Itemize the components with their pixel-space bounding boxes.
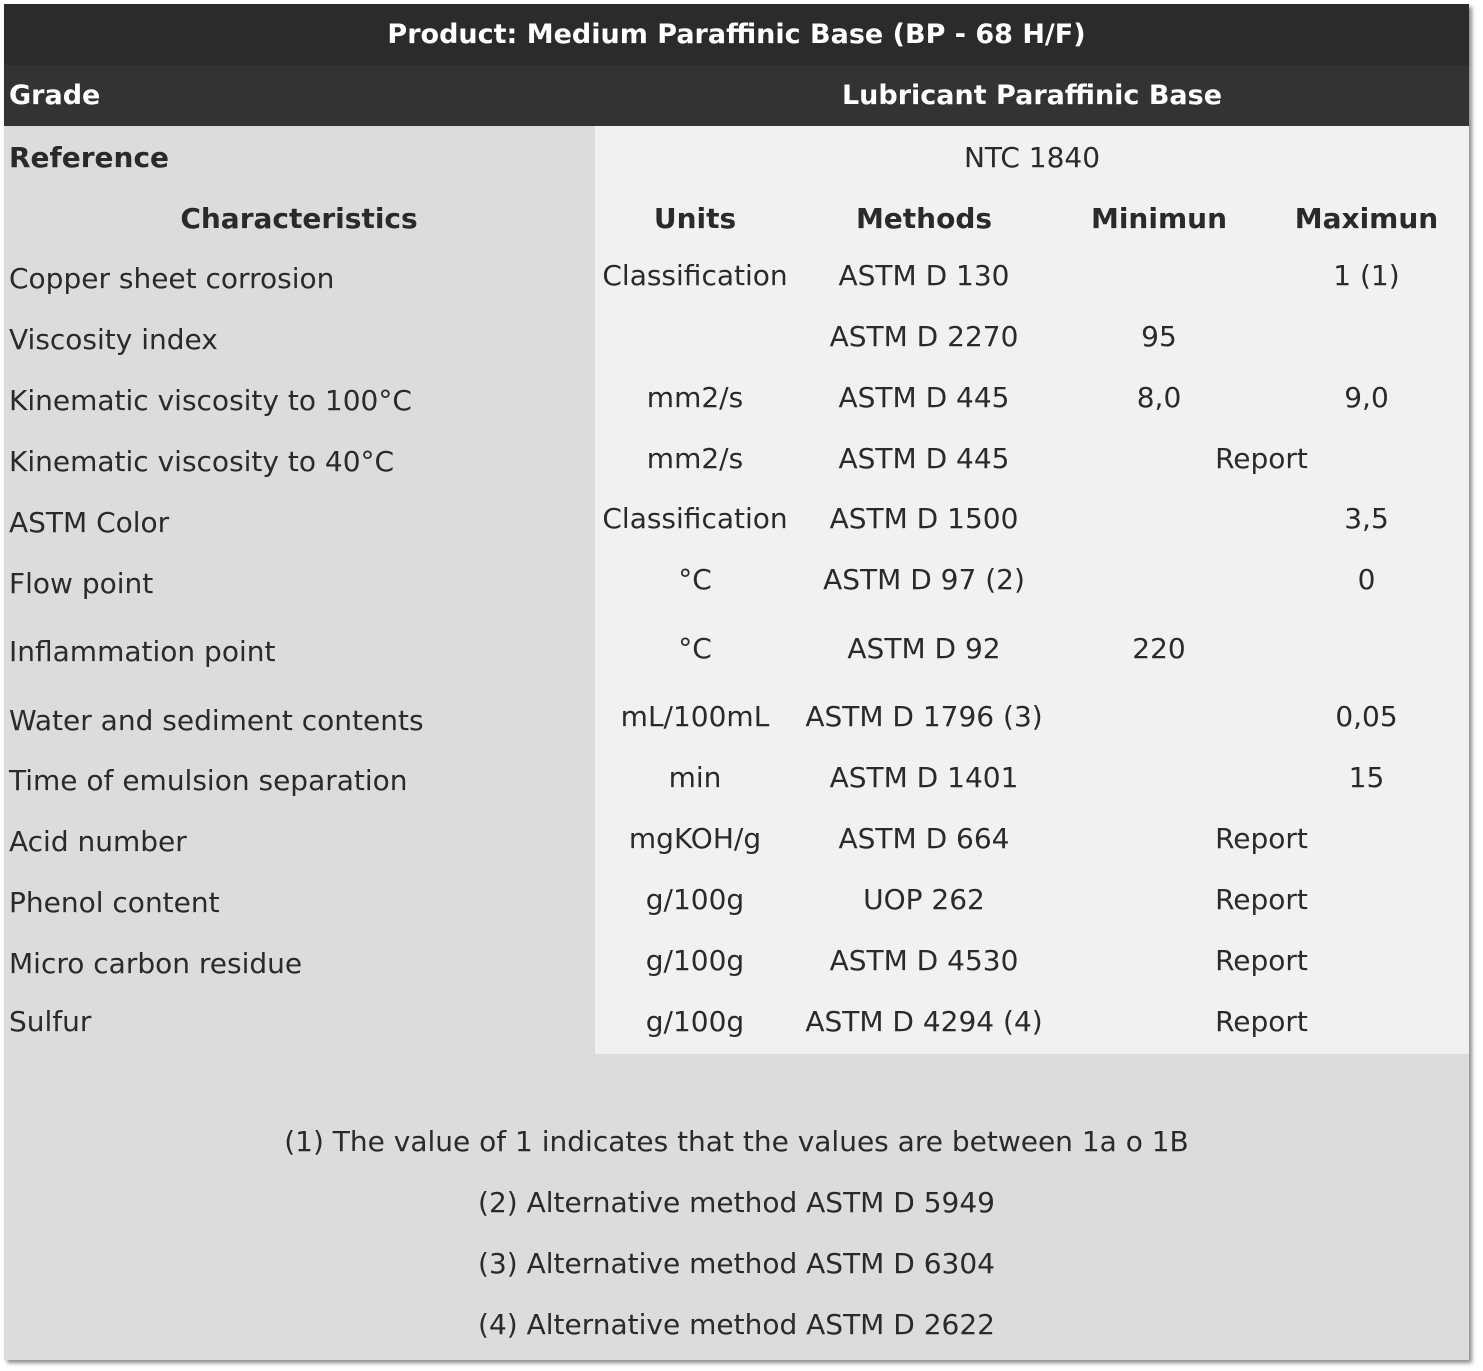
method-cell: ASTM D 445 [838, 442, 1010, 475]
maximum-cell: 0,05 [1335, 700, 1398, 733]
method-cell: UOP 262 [863, 883, 985, 916]
min-max-span-cell: Report [1215, 883, 1308, 916]
min-max-span-cell: Report [1215, 944, 1308, 977]
footnote-2: (2) Alternative method ASTM D 5949 [478, 1186, 995, 1219]
characteristic-cell: Viscosity index [9, 323, 218, 356]
grade-row: Grade Lubricant Paraffinic Base [4, 65, 1469, 126]
minimum-cell: 8,0 [1136, 381, 1182, 414]
maximum-cell: 9,0 [1344, 381, 1389, 414]
footnote-3: (3) Alternative method ASTM D 6304 [478, 1247, 995, 1280]
maximum-cell: 1 (1) [1333, 259, 1400, 292]
header-units: Units [653, 202, 737, 235]
characteristic-cell: Phenol content [9, 886, 220, 919]
footnote-1: (1) The value of 1 indicates that the va… [284, 1125, 1189, 1158]
header-characteristics: Characteristics [180, 202, 418, 235]
units-cell: g/100g [645, 1005, 745, 1038]
method-cell: ASTM D 445 [838, 381, 1010, 414]
method-cell: ASTM D 97 (2) [823, 563, 1025, 596]
header-maximum: Maximun [1294, 202, 1439, 235]
method-cell: ASTM D 130 [838, 259, 1010, 292]
grade-value: Lubricant Paraffinic Base [841, 80, 1223, 111]
units-cell: Classification [602, 502, 788, 535]
characteristic-cell: Sulfur [9, 1005, 92, 1038]
characteristic-cell: Kinematic viscosity to 40°C [9, 445, 395, 478]
product-title: Product: Medium Paraffinic Base (BP - 68… [4, 4, 1469, 65]
method-cell: ASTM D 664 [838, 822, 1010, 855]
units-cell: °C [678, 563, 712, 596]
grade-label: Grade [9, 80, 101, 111]
minimum-cell: 95 [1141, 320, 1177, 353]
units-cell: mL/100mL [620, 700, 770, 733]
values-panel [595, 126, 1469, 1054]
method-cell: ASTM D 1500 [829, 502, 1019, 535]
units-cell: Classification [602, 259, 788, 292]
method-cell: ASTM D 1796 (3) [805, 700, 1043, 733]
min-max-span-cell: Report [1215, 442, 1308, 475]
characteristic-cell: Kinematic viscosity to 100°C [9, 384, 412, 417]
reference-label: Reference [9, 141, 170, 174]
header-minimum: Minimun [1090, 202, 1228, 235]
characteristic-cell: Flow point [9, 567, 154, 600]
method-cell: ASTM D 4530 [829, 944, 1019, 977]
characteristic-cell: Inflammation point [9, 635, 276, 668]
characteristic-cell: Copper sheet corrosion [9, 262, 335, 295]
min-max-span-cell: Report [1215, 1005, 1308, 1038]
units-cell: g/100g [645, 944, 745, 977]
units-cell: mgKOH/g [628, 822, 762, 855]
units-cell: min [668, 761, 722, 794]
header-methods: Methods [855, 202, 993, 235]
units-cell: mm2/s [646, 381, 744, 414]
method-cell: ASTM D 4294 (4) [805, 1005, 1043, 1038]
characteristic-cell: Water and sediment contents [9, 704, 424, 737]
min-max-span-cell: Report [1215, 822, 1308, 855]
reference-value: NTC 1840 [963, 141, 1101, 174]
maximum-cell: 15 [1348, 761, 1385, 794]
characteristic-cell: Acid number [9, 825, 187, 858]
units-cell: g/100g [645, 883, 745, 916]
maximum-cell: 0 [1357, 563, 1376, 596]
characteristic-cell: Time of emulsion separation [9, 764, 408, 797]
units-cell: mm2/s [646, 442, 744, 475]
method-cell: ASTM D 2270 [829, 320, 1019, 353]
method-cell: ASTM D 92 [847, 632, 1001, 665]
units-cell: °C [678, 632, 712, 665]
product-spec-sheet: Product: Medium Paraffinic Base (BP - 68… [4, 4, 1469, 1360]
method-cell: ASTM D 1401 [829, 761, 1019, 794]
characteristic-cell: Micro carbon residue [9, 947, 303, 980]
characteristic-cell: ASTM Color [9, 506, 170, 539]
minimum-cell: 220 [1132, 632, 1186, 665]
footnote-4: (4) Alternative method ASTM D 2622 [478, 1308, 995, 1341]
maximum-cell: 3,5 [1344, 502, 1389, 535]
